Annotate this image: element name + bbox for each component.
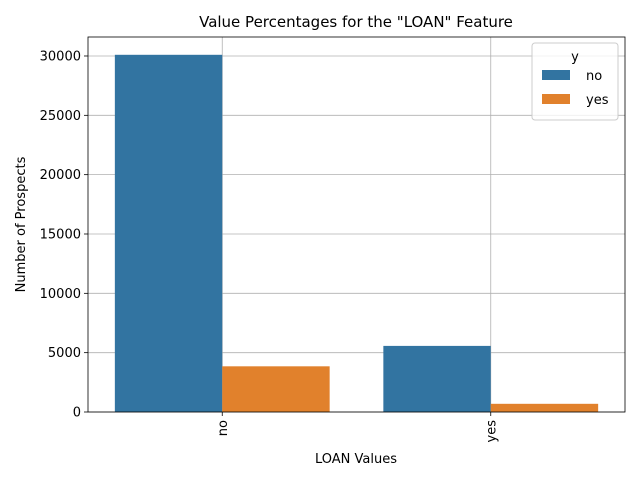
legend-title: y bbox=[571, 50, 579, 65]
x-tick-label: no bbox=[216, 420, 231, 436]
legend: y no yes bbox=[531, 42, 619, 121]
x-axis: no yes bbox=[216, 412, 499, 443]
y-tick-label: 25000 bbox=[40, 109, 81, 124]
y-tick-label: 5000 bbox=[48, 346, 81, 361]
bar-no-no bbox=[114, 54, 223, 413]
y-axis-title: Number of Prospects bbox=[14, 156, 29, 292]
bar-yes-yes bbox=[490, 403, 599, 412]
y-tick-label: 10000 bbox=[40, 287, 81, 302]
plot-frame bbox=[87, 36, 626, 413]
y-tick-label: 20000 bbox=[40, 168, 81, 183]
legend-label-yes: yes bbox=[586, 93, 609, 108]
legend-label-no: no bbox=[586, 69, 602, 84]
y-tick-label: 30000 bbox=[40, 49, 81, 64]
chart-title: Value Percentages for the "LOAN" Feature bbox=[199, 13, 513, 31]
x-tick-label: yes bbox=[484, 420, 499, 443]
y-tick-label: 15000 bbox=[40, 227, 81, 242]
y-axis: 0 5000 10000 15000 20000 25000 30000 bbox=[40, 49, 88, 421]
bar-no-yes bbox=[222, 366, 330, 412]
y-tick-label: 0 bbox=[73, 406, 81, 421]
bar-yes-no bbox=[383, 345, 491, 412]
legend-swatch-no bbox=[542, 70, 570, 80]
x-axis-title: LOAN Values bbox=[315, 452, 397, 467]
legend-swatch-yes bbox=[542, 94, 570, 104]
bars-group bbox=[114, 54, 599, 413]
